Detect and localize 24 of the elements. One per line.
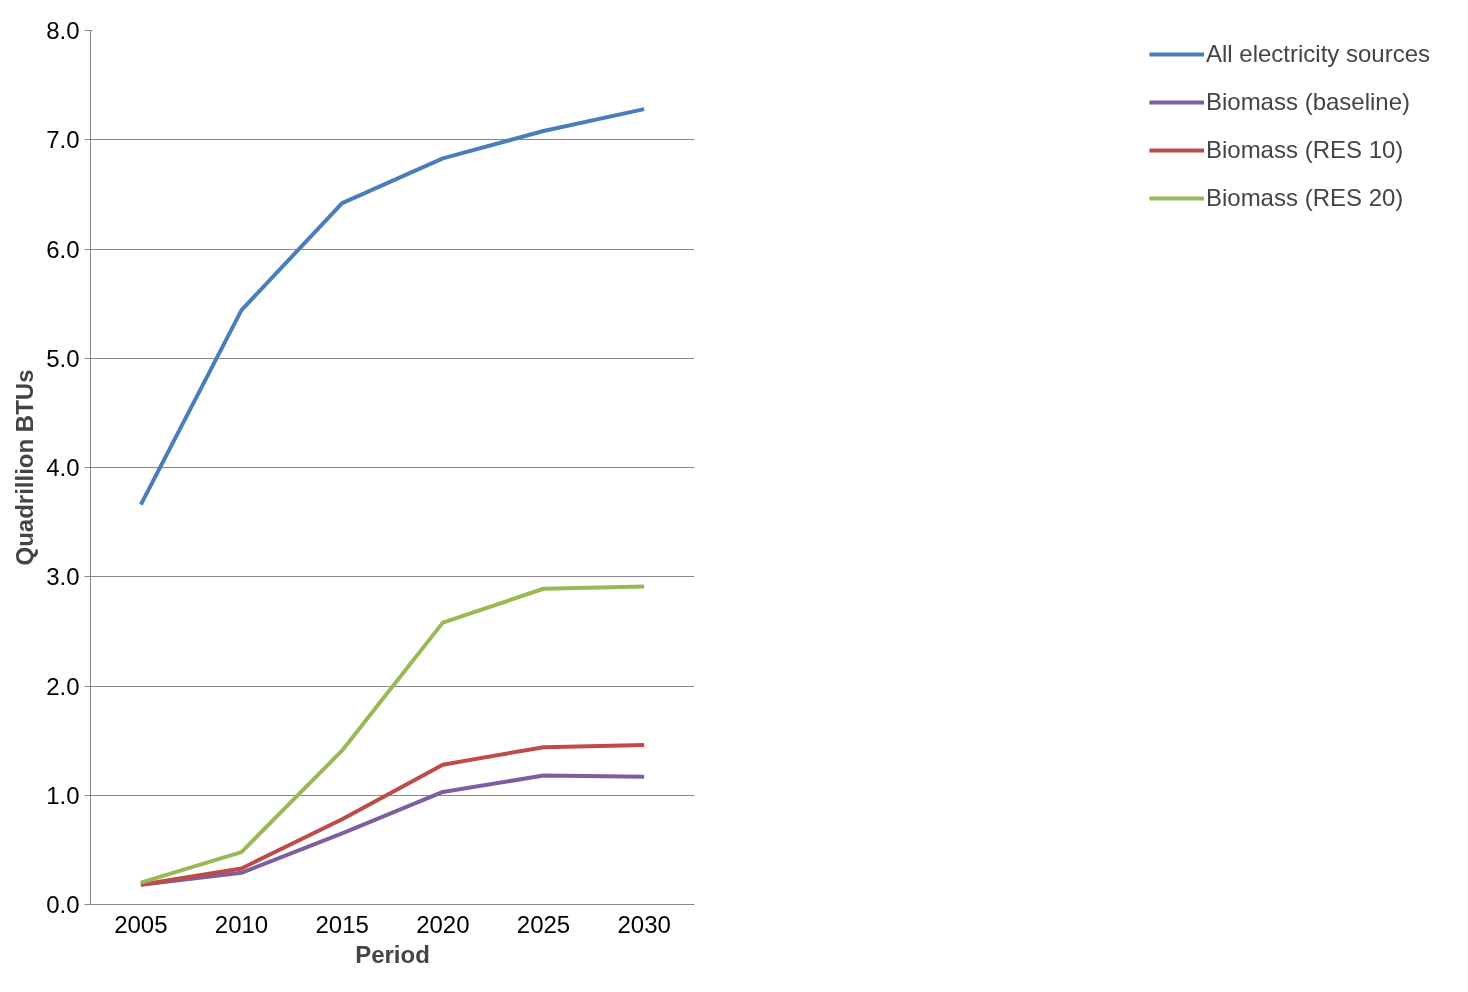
y-tick-label: 2.0 (46, 672, 80, 700)
y-tick-label: 0.0 (46, 891, 80, 918)
x-tick-label: 2010 (214, 910, 269, 938)
legend-label: Biomass (RES 10) (1205, 136, 1404, 164)
x-axis-title: Period (355, 940, 430, 968)
y-tick-label: 7.0 (46, 126, 80, 154)
y-axis-title: Quadrillion BTUs (11, 369, 39, 566)
x-tick-label: 2005 (114, 910, 168, 938)
x-tick-label: 2015 (315, 910, 369, 938)
y-tick-label: 1.0 (46, 781, 80, 809)
legend-label: All electricity sources (1205, 40, 1430, 68)
x-tick-label: 2025 (516, 910, 571, 938)
x-tick-label: 2030 (617, 910, 671, 938)
legend-label: Biomass (baseline) (1205, 88, 1411, 116)
y-tick-label: 3.0 (46, 563, 80, 591)
y-tick-label: 4.0 (46, 454, 80, 481)
y-tick-label: 8.0 (46, 17, 80, 44)
line-series (138, 584, 647, 885)
legend-label: Biomass (RES 20) (1205, 184, 1404, 212)
y-tick-label: 6.0 (46, 235, 80, 263)
line-series (138, 742, 647, 887)
x-tick-label: 2020 (416, 910, 470, 938)
line-series (138, 107, 647, 507)
y-tick-label: 5.0 (46, 344, 80, 372)
